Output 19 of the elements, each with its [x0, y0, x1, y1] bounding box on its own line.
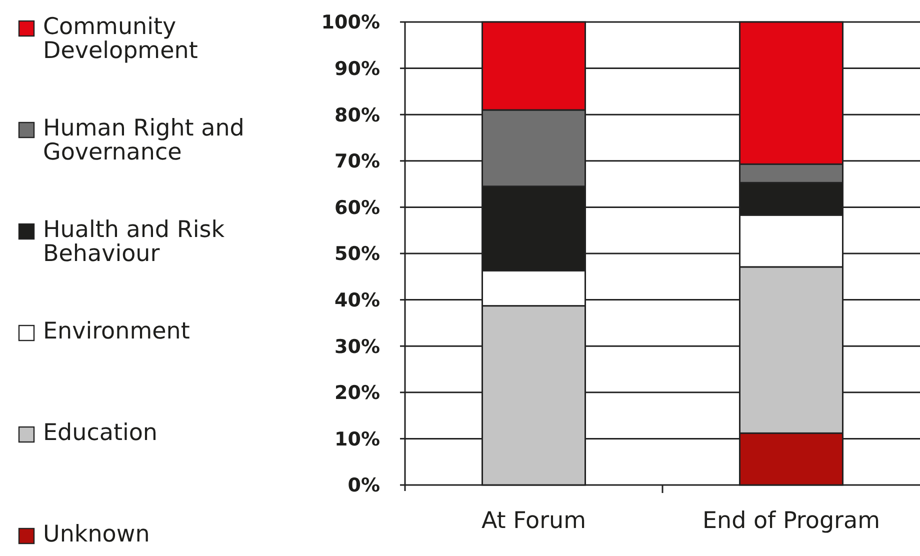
y-tick-label: 60%: [334, 196, 380, 219]
x-tick-label: End of Program: [702, 508, 880, 534]
y-tick-label: 70%: [334, 150, 380, 173]
y-tick-label: 100%: [321, 12, 380, 34]
legend-label: Education: [43, 420, 158, 446]
y-tick-label: 20%: [334, 382, 380, 404]
y-tick-label: 10%: [334, 428, 380, 450]
legend-label: Unknown: [43, 522, 150, 548]
legend-label: Hualth and Risk Behaviour: [43, 217, 226, 267]
y-tick-label: 90%: [334, 58, 380, 80]
legend-label: Environment: [43, 318, 190, 344]
legend-label: Human Right and Governance: [43, 116, 244, 166]
y-tick-label: 80%: [334, 104, 380, 126]
legend-label: Community Development: [43, 14, 198, 64]
y-tick-label: 40%: [334, 289, 380, 312]
y-tick-label: 0%: [348, 474, 380, 497]
y-tick-label: 30%: [334, 336, 380, 358]
y-tick-label: 50%: [334, 243, 380, 266]
x-tick-label: At Forum: [481, 508, 586, 534]
